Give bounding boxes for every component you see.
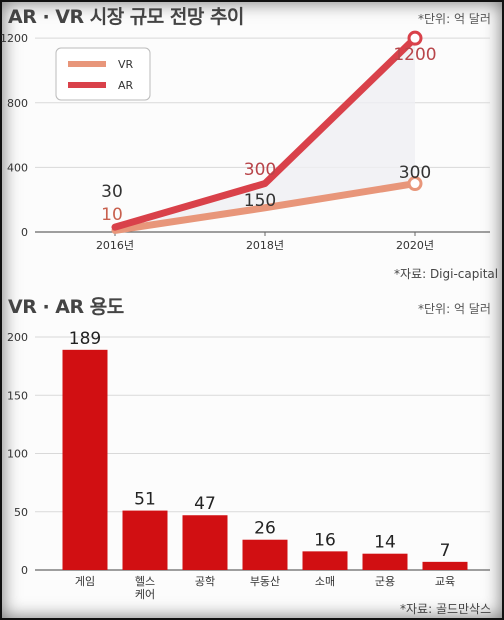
line-chart-point-marker bbox=[407, 30, 423, 46]
bar-chart-y-tick: 150 bbox=[7, 389, 28, 402]
line-chart-series-vr bbox=[111, 180, 419, 234]
bar-chart-category-label: 소매 bbox=[315, 575, 335, 588]
bar-chart-bar bbox=[362, 553, 408, 570]
bar-chart-bar bbox=[122, 510, 168, 570]
line-chart-legend-box bbox=[55, 47, 151, 101]
line-chart-unit-note: *단위: 억 달러 bbox=[418, 12, 491, 26]
line-chart-point-marker bbox=[407, 176, 423, 192]
line-chart-x-tick: 2018년 bbox=[246, 239, 284, 252]
line-chart-y-tick: 800 bbox=[7, 97, 28, 110]
bar-chart-bar bbox=[422, 561, 468, 570]
bar-chart-category-label: 군용 bbox=[375, 575, 395, 588]
bar-chart-category-label: 케어 bbox=[135, 588, 155, 601]
line-chart-area-fill bbox=[115, 38, 415, 231]
bar-chart-source: *자료: 골드만삭스 bbox=[400, 602, 492, 616]
bar-chart-category-label: 공학 bbox=[195, 575, 215, 588]
bar-chart-data-label: 47 bbox=[194, 494, 216, 514]
line-chart-series-ar bbox=[111, 34, 419, 231]
line-chart-source: *자료: Digi-capital bbox=[394, 267, 499, 281]
bar-chart-data-label: 7 bbox=[440, 541, 451, 561]
bar-chart-data-label: 14 bbox=[374, 533, 396, 553]
line-chart-title: AR · VR 시장 규모 전망 추이 bbox=[8, 6, 244, 28]
bar-chart-unit-note: *단위: 억 달러 bbox=[418, 302, 491, 316]
bar-chart-data-label: 16 bbox=[314, 530, 336, 550]
bar-chart-category-label: 부동산 bbox=[250, 575, 280, 588]
bar-chart-y-tick: 50 bbox=[14, 506, 28, 519]
line-chart-y-tick: 400 bbox=[7, 161, 28, 174]
line-chart-data-label: 1200 bbox=[393, 45, 436, 65]
line-chart-data-label: 30 bbox=[101, 182, 123, 202]
bar-chart-bar bbox=[62, 349, 108, 570]
line-chart-data-label: 300 bbox=[399, 163, 431, 183]
bar-chart-y-tick: 200 bbox=[7, 331, 28, 344]
bar-chart-bar bbox=[182, 515, 228, 570]
bar-chart-data-label: 51 bbox=[134, 490, 156, 510]
line-chart-data-label: 300 bbox=[244, 160, 276, 180]
bar-chart-y-tick: 100 bbox=[7, 448, 28, 461]
bar-chart-bar bbox=[242, 539, 288, 570]
line-chart-x-tick: 2016년 bbox=[96, 239, 134, 252]
line-chart-x-tick: 2020년 bbox=[396, 239, 434, 252]
bar-chart-y-tick: 0 bbox=[21, 564, 28, 577]
bar-chart-category-label: 게임 bbox=[75, 575, 95, 588]
line-chart-legend-label: VR bbox=[118, 58, 134, 71]
line-chart-data-label: 150 bbox=[244, 191, 276, 211]
bar-chart-data-label: 26 bbox=[254, 519, 276, 539]
bar-chart-title: VR · AR 용도 bbox=[8, 296, 124, 318]
bar-chart-data-label: 189 bbox=[69, 329, 101, 349]
bar-chart-category-label: 교육 bbox=[435, 575, 455, 588]
line-chart-data-label: 10 bbox=[101, 205, 123, 225]
line-chart-y-tick: 0 bbox=[21, 226, 28, 239]
line-chart-y-tick: 1200 bbox=[0, 32, 28, 45]
line-chart-legend-label: AR bbox=[118, 79, 134, 92]
bar-chart-category-label: 헬스 bbox=[135, 575, 155, 588]
bar-chart-bar bbox=[302, 551, 348, 570]
